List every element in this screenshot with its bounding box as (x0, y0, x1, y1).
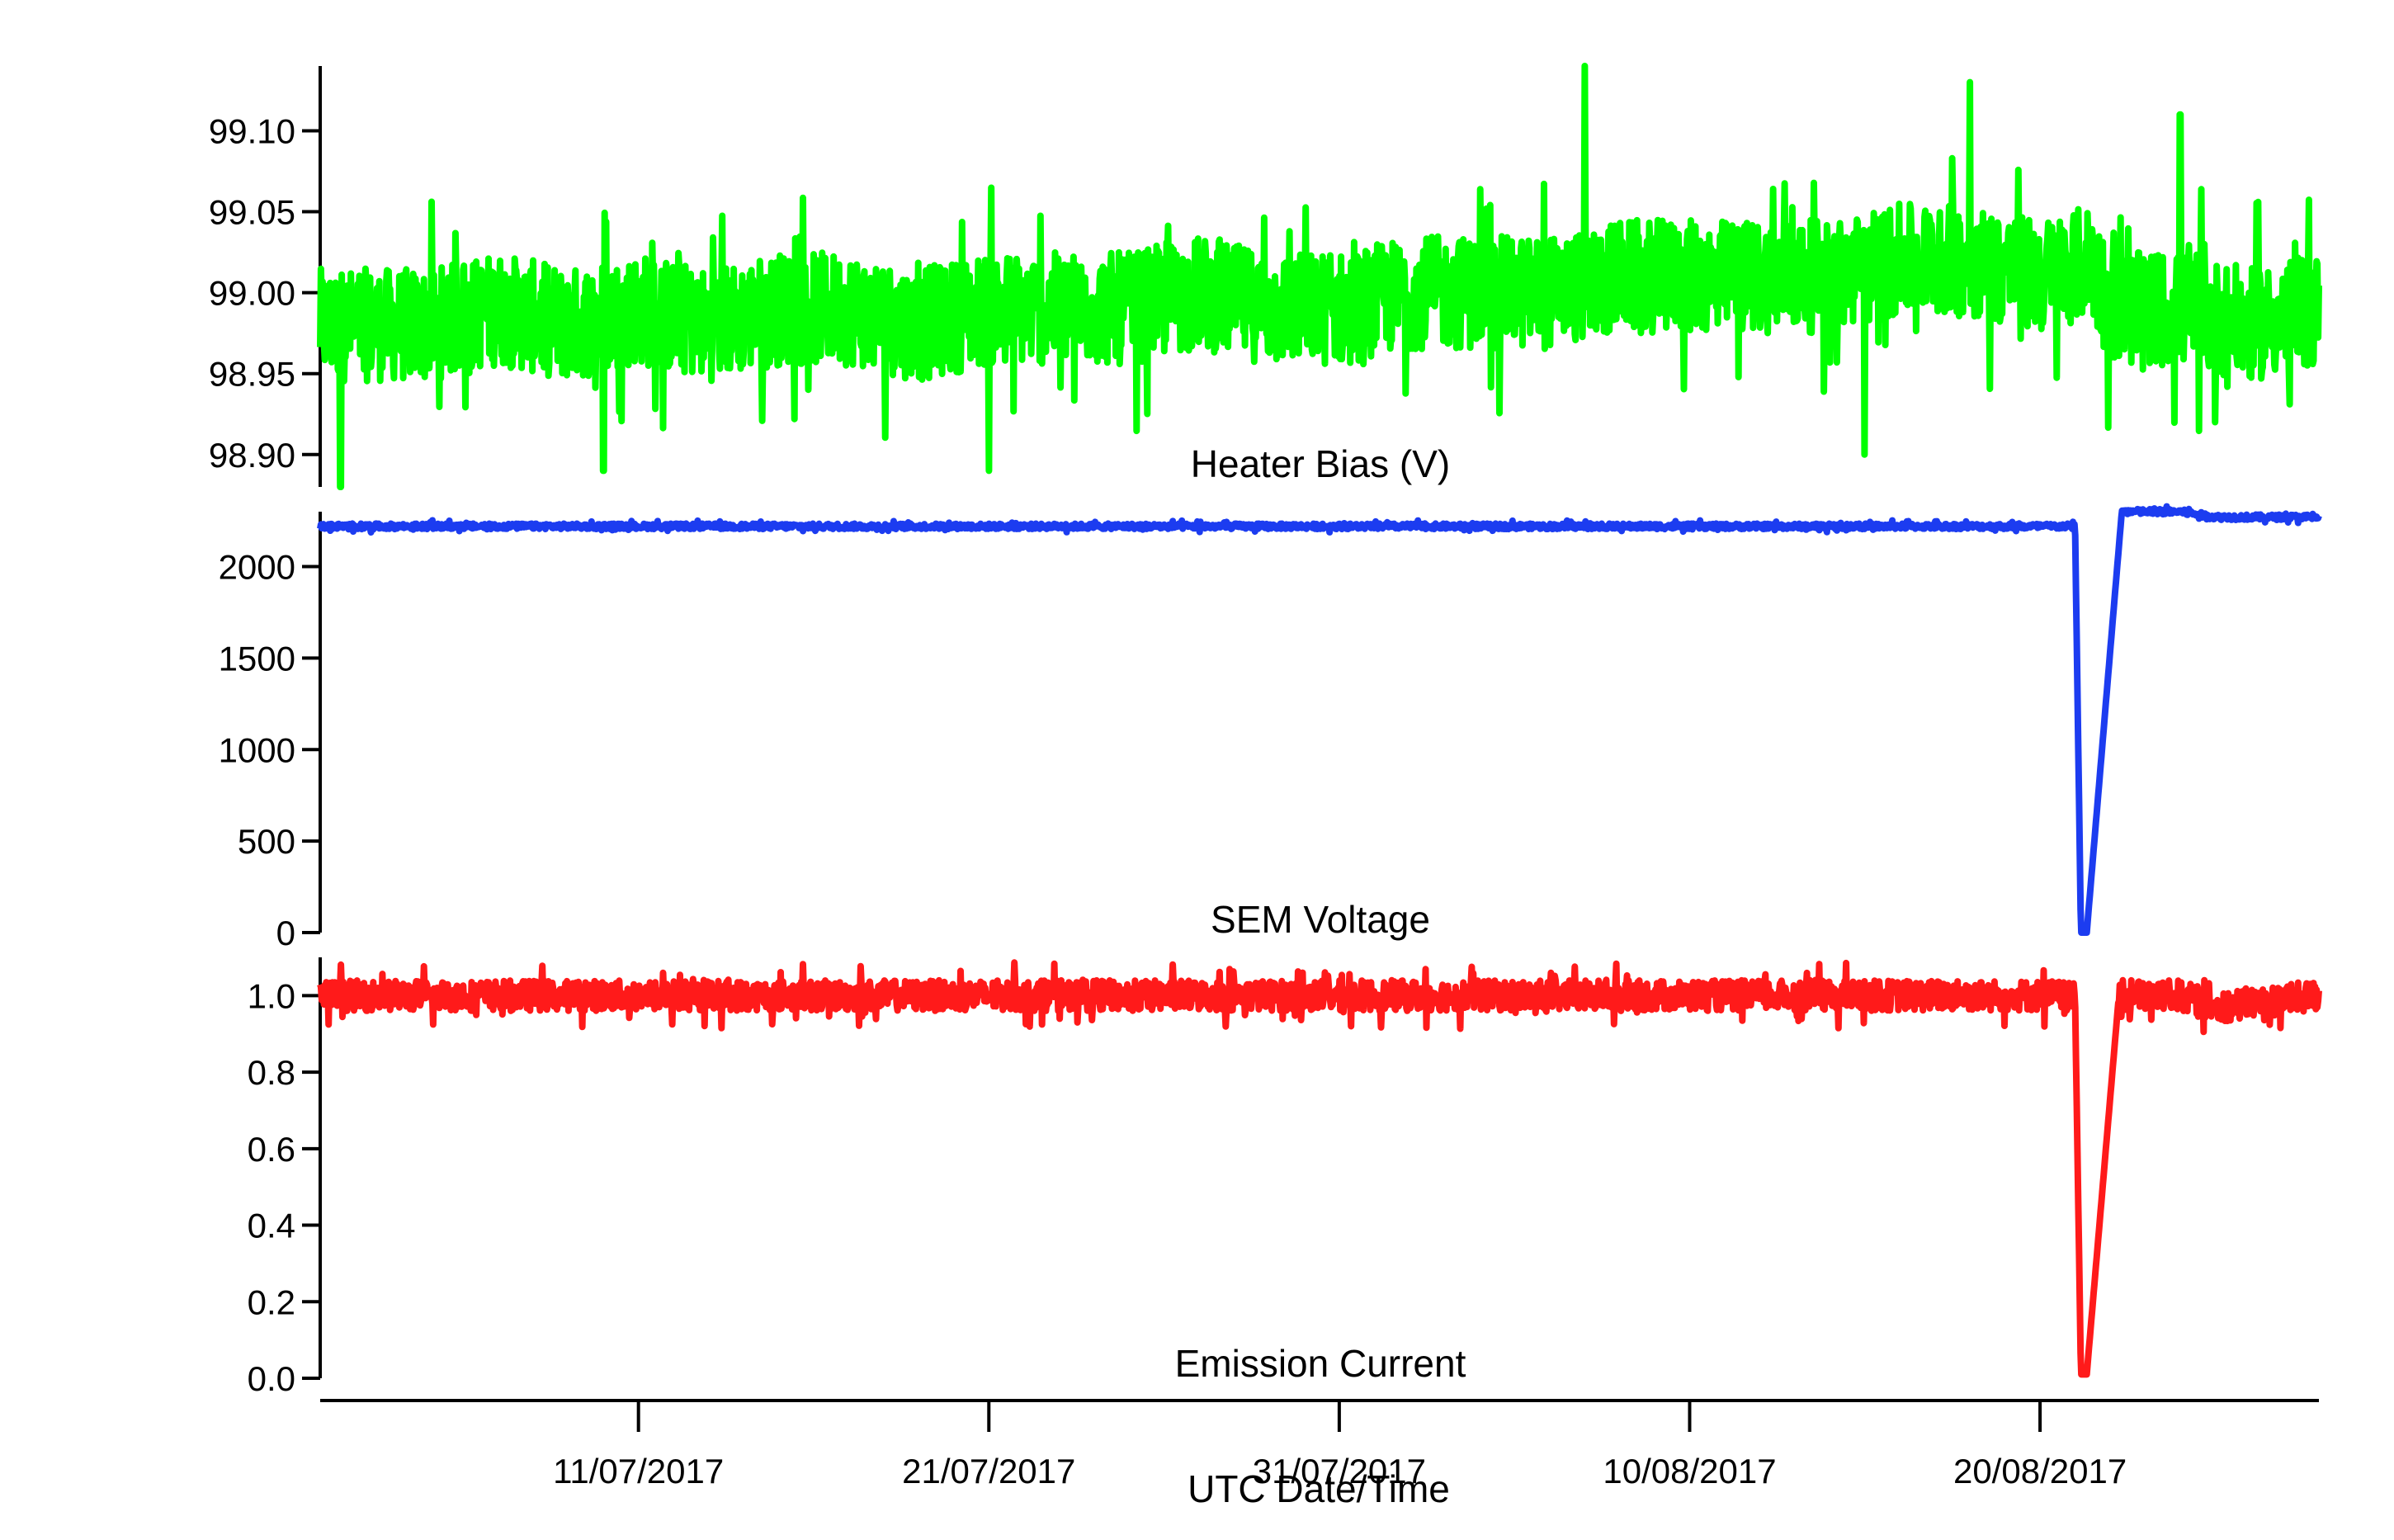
x-ticks: 11/07/2017 21/07/2017 31/07/2017 10/08/2017… (553, 1401, 2127, 1490)
x-tick-label: 10/08/2017 (1603, 1452, 1776, 1490)
panel-title: Emission Current (1175, 1342, 1466, 1385)
x-tick-label: 20/08/2017 (1953, 1452, 2127, 1490)
panels-layer: 98.90 98.95 99.00 99.05 99.10 Heater Bias (V)… (209, 63, 2322, 1398)
y-tick-label: 98.90 (209, 436, 295, 475)
panel-3: 0.0 0.2 0.4 0.6 0.8 1.0 Emission Current (248, 957, 2322, 1398)
panel-title: SEM Voltage (1211, 898, 1430, 941)
series-line-3-1 (317, 959, 2322, 1378)
x-axis: 11/07/2017 21/07/2017 31/07/2017 10/08/2017… (320, 1399, 2319, 1510)
y-tick-label: 0.6 (248, 1130, 295, 1169)
x-tick-label: 11/07/2017 (553, 1452, 724, 1490)
panel-title: Heater Bias (V) (1191, 442, 1450, 485)
y-tick-label: 0.2 (248, 1283, 295, 1321)
y-tick-label: 98.95 (209, 355, 295, 394)
y-tick-label: 1500 (219, 639, 295, 678)
y-tick-label: 99.05 (209, 193, 295, 232)
series-line-1-1 (317, 63, 2322, 490)
x-tick-label: 21/07/2017 (902, 1452, 1075, 1490)
panel-2: 0 500 1000 1500 2000 SEM Voltage (219, 503, 2322, 952)
y-tick-label: 1.0 (248, 976, 295, 1015)
series-line-2-1 (317, 503, 2322, 936)
y-tick-label: 500 (238, 822, 295, 861)
y-tick-label: 99.10 (209, 111, 295, 150)
x-axis-title: UTC Date/Time (1188, 1467, 1450, 1510)
y-tick-label: 2000 (219, 548, 295, 587)
y-tick-label: 0.8 (248, 1053, 295, 1092)
y-tick-label: 0.4 (248, 1207, 295, 1245)
y-tick-label: 0 (276, 914, 295, 952)
y-tick-label: 1000 (219, 730, 295, 769)
panel-1: 98.90 98.95 99.00 99.05 99.10 Heater Bias (V) (209, 63, 2322, 490)
y-tick-label: 0.0 (248, 1359, 295, 1398)
x-tick-label: 31/07/2017 (1253, 1452, 1426, 1490)
y-tick-label: 99.00 (209, 274, 295, 313)
